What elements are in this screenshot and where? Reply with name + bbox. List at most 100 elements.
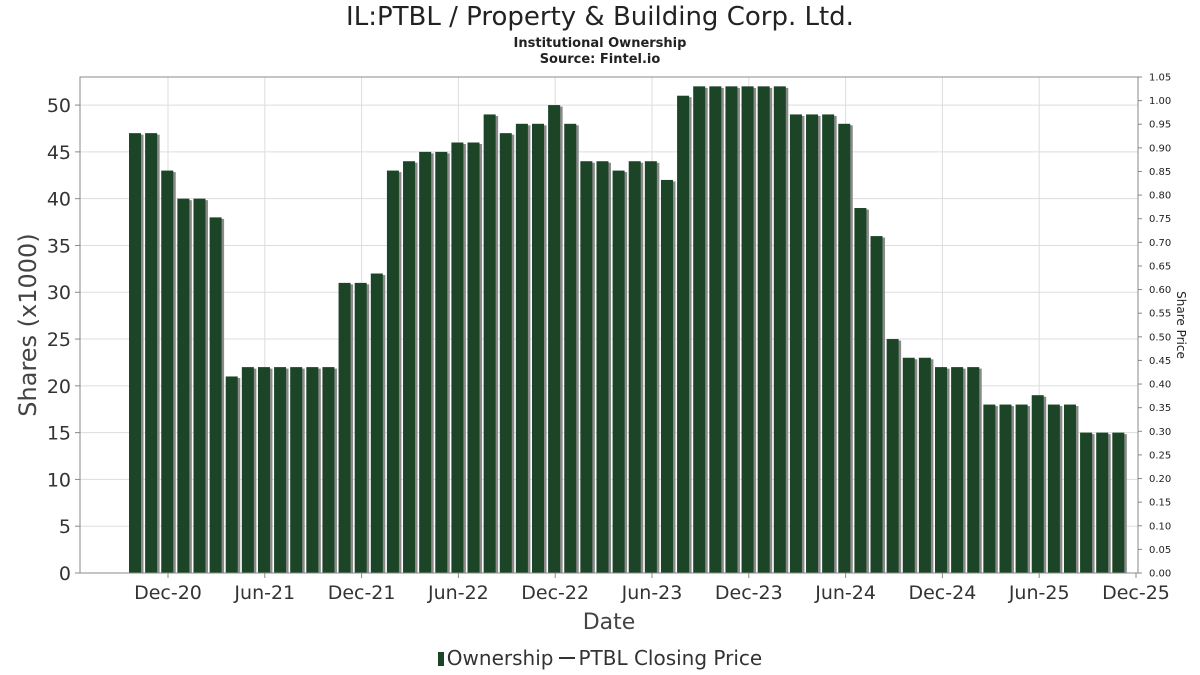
y2-tick-label: 0.25: [1149, 450, 1171, 461]
axes: 0 5 10 15 20 25 30 35 40 45 50 0.00 0.05 0.10 0.15 0.20…: [47, 73, 1171, 605]
ownership-bar: [386, 170, 399, 573]
ownership-bar: [741, 86, 754, 573]
y2-tick-label: 0.55: [1149, 309, 1171, 320]
ownership-bar: [1096, 432, 1109, 573]
ownership-bar: [274, 367, 287, 573]
y2-tick-label: 0.80: [1149, 191, 1171, 202]
ownership-bar: [951, 367, 964, 573]
ownership-bar: [403, 161, 416, 573]
ownership-bar: [161, 170, 174, 573]
ownership-bar: [918, 357, 931, 573]
ownership-bar: [209, 217, 222, 573]
ownership-bar: [709, 86, 722, 573]
y2-tick-label: 0.65: [1149, 261, 1171, 272]
y2-tick-label: 0.00: [1149, 569, 1171, 580]
x-tick-label: Jun-21: [233, 582, 295, 604]
y2-tick-label: 0.50: [1149, 332, 1171, 343]
ownership-bar: [193, 198, 206, 573]
chart-subtitle: Institutional Ownership: [513, 36, 687, 51]
y2-tick-label: 0.35: [1149, 403, 1171, 414]
ownership-bar: [1015, 404, 1028, 573]
y2-tick-label: 0.05: [1149, 545, 1171, 556]
ownership-bar: [1063, 404, 1076, 573]
ownership-bar: [435, 151, 448, 573]
x-tick-label: Dec-20: [134, 582, 202, 604]
y2-tick-label: 1.05: [1149, 73, 1171, 84]
y2-tick-label: 0.10: [1149, 521, 1171, 532]
y2-tick-label: 0.30: [1149, 427, 1171, 438]
ownership-bar: [483, 114, 496, 573]
ownership-bar: [660, 179, 673, 573]
y2-tick-label: 0.15: [1149, 498, 1171, 509]
legend-ownership-swatch: [437, 652, 444, 666]
ownership-bar: [338, 282, 351, 573]
plot-area: [79, 76, 1139, 574]
y-tick-label: 5: [59, 516, 71, 538]
ownership-bar: [467, 142, 480, 573]
y-tick-label: 10: [47, 469, 71, 491]
ownership-bar: [241, 367, 254, 573]
ownership-bar: [1112, 432, 1125, 573]
ownership-bar: [983, 404, 996, 573]
y2-tick-label: 0.40: [1149, 380, 1171, 391]
ownership-bar: [564, 123, 577, 573]
ownership-bar: [789, 114, 802, 573]
ownership-bar: [145, 133, 158, 573]
ownership-bar: [822, 114, 835, 573]
ownership-bar: [644, 161, 657, 573]
ownership-bar: [257, 367, 270, 573]
ownership-bar: [225, 376, 238, 573]
ownership-bar: [515, 123, 528, 573]
y-tick-label: 40: [47, 189, 71, 211]
x-tick-label: Dec-24: [908, 582, 976, 604]
legend-price-swatch: [559, 657, 576, 659]
x-tick-label: Jun-24: [814, 582, 876, 604]
y2-tick-label: 1.00: [1149, 96, 1171, 107]
ownership-bar: [306, 367, 319, 573]
ownership-bar: [725, 86, 738, 573]
y2-tick-label: 0.45: [1149, 356, 1171, 367]
y-tick-label: 45: [47, 142, 71, 164]
y2-tick-label: 0.95: [1149, 120, 1171, 131]
ownership-bar: [935, 367, 947, 573]
ownership-bar: [806, 114, 819, 573]
ownership-bar: [1080, 432, 1093, 573]
chart-source: Source: Fintel.io: [539, 52, 661, 67]
ownership-bar: [838, 123, 851, 573]
ownership-bar: [532, 123, 544, 573]
ownership-bar: [370, 273, 383, 573]
x-tick-label: Jun-25: [1008, 582, 1070, 604]
ownership-bar: [1047, 404, 1060, 573]
ownership-bar: [580, 161, 593, 573]
y2-tick-label: 0.20: [1149, 474, 1171, 485]
ownership-bar: [354, 282, 367, 573]
y2-tick-label: 0.90: [1149, 143, 1171, 154]
ownership-bar: [854, 208, 867, 574]
legend-price-label: PTBL Closing Price: [578, 646, 763, 670]
y2-tick-label: 0.85: [1149, 167, 1171, 178]
ownership-bar: [290, 367, 303, 573]
y-tick-label: 50: [47, 95, 71, 117]
y-tick-label: 30: [47, 282, 71, 304]
ownership-bar: [999, 404, 1012, 573]
x-tick-label: Dec-22: [521, 582, 589, 604]
ownership-bar: [773, 86, 786, 573]
ownership-bar: [870, 236, 883, 573]
bar-series: [129, 86, 1127, 574]
y-tick-label: 0: [59, 563, 71, 585]
ownership-bar: [612, 170, 625, 573]
ownership-bar: [967, 367, 980, 573]
ownership-bar: [322, 367, 335, 573]
y-tick-label: 20: [47, 376, 71, 398]
ownership-bar: [886, 339, 899, 573]
x-tick-label: Dec-23: [715, 582, 783, 604]
y2-tick-label: 0.70: [1149, 238, 1171, 249]
ownership-bar: [499, 133, 512, 573]
ownership-bar: [177, 198, 190, 573]
x-tick-label: Jun-23: [621, 582, 683, 604]
x-tick-label: Dec-25: [1102, 582, 1170, 604]
x-tick-label: Dec-21: [328, 582, 396, 604]
y-tick-label: 35: [47, 235, 71, 257]
ownership-bar: [129, 133, 141, 573]
ownership-bar: [451, 142, 464, 573]
